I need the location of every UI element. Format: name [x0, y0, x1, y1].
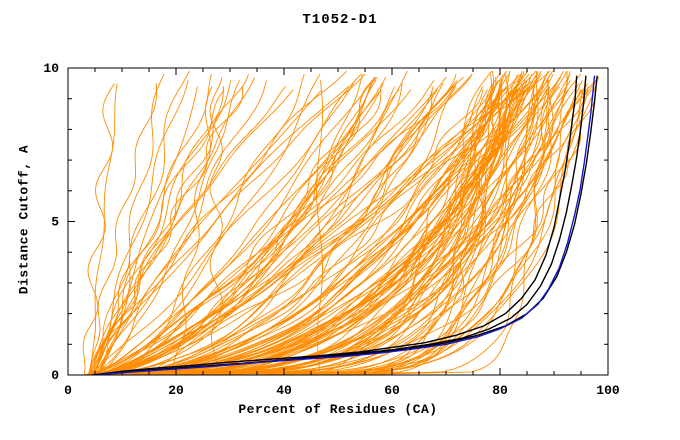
highlight-curve-black-model-1	[92, 75, 578, 375]
x-tick-label: 0	[64, 383, 72, 398]
x-tick-label: 80	[492, 383, 508, 398]
axes-group	[67, 67, 609, 376]
y-tick-label: 10	[43, 61, 59, 76]
y-tick-label: 5	[51, 215, 59, 230]
y-tick-label: 0	[51, 368, 59, 383]
x-axis-label: Percent of Residues (CA)	[238, 402, 438, 417]
x-tick-label: 100	[596, 383, 620, 398]
ensemble-curves	[82, 70, 600, 375]
x-tick-label: 40	[276, 383, 292, 398]
chart-title: T1052-D1	[302, 12, 378, 28]
tick-labels: 0 20 40 60 80 100 0 5 10	[43, 61, 620, 398]
reference-curve	[92, 75, 596, 375]
x-tick-label: 20	[168, 383, 184, 398]
x-tick-label: 60	[384, 383, 400, 398]
